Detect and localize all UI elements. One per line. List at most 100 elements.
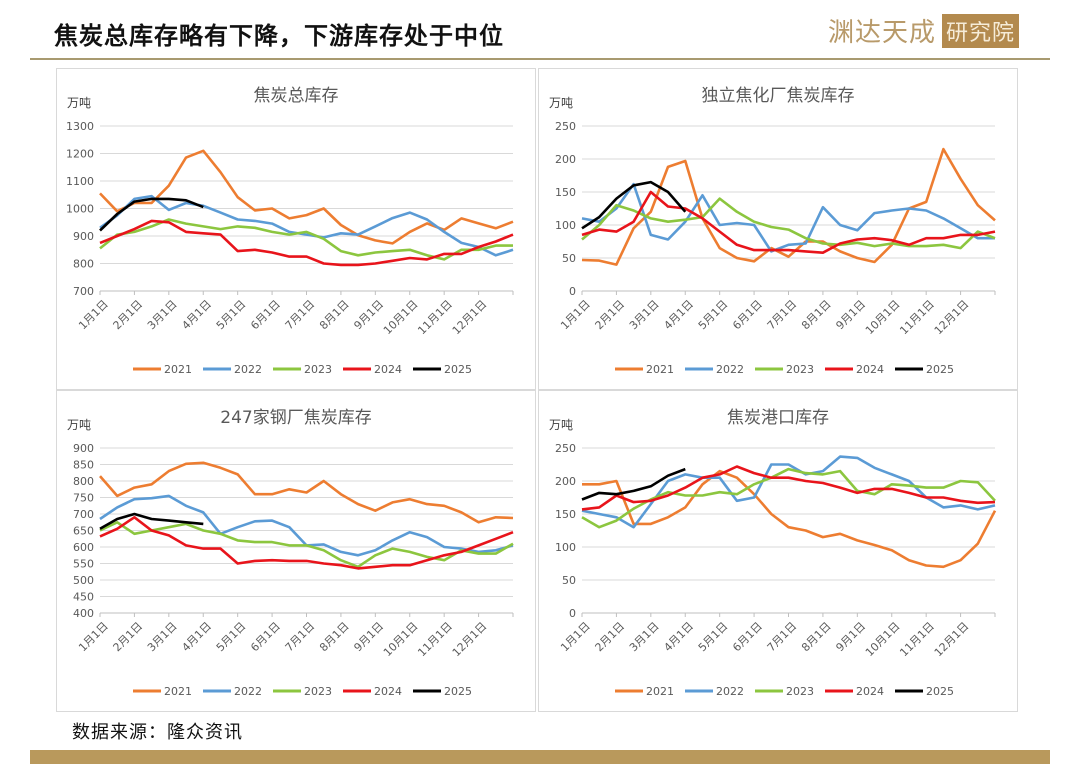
x-tick-label: 2月1日 (111, 620, 146, 655)
legend-label-2022: 2022 (234, 685, 262, 698)
x-tick-label: 5月1日 (214, 620, 249, 655)
x-tick-label: 8月1日 (317, 298, 352, 333)
y-tick-label: 750 (73, 492, 94, 505)
series-line-2023 (99, 521, 514, 569)
y-tick-label: 900 (73, 442, 94, 455)
legend-label-2021: 2021 (646, 685, 674, 698)
legend-label-2025: 2025 (926, 363, 954, 376)
x-tick-label: 7月1日 (765, 298, 800, 333)
y-tick-label: 1300 (66, 120, 94, 133)
x-tick-label: 10月1日 (863, 298, 903, 338)
series-line-2025 (99, 197, 204, 232)
chart-title: 247家钢厂焦炭库存 (220, 408, 371, 428)
y-tick-label: 700 (73, 285, 94, 298)
y-tick-label: 900 (73, 230, 94, 243)
logo: 渊达天成 研究院 (828, 12, 1020, 49)
series-line-2025 (99, 512, 204, 530)
legend-label-2024: 2024 (856, 685, 884, 698)
legend-label-2024: 2024 (374, 363, 402, 376)
x-tick-label: 12月1日 (450, 620, 490, 660)
x-tick-label: 4月1日 (179, 620, 214, 655)
x-tick-label: 2月1日 (593, 620, 628, 655)
legend-label-2024: 2024 (374, 685, 402, 698)
y-tick-label: 850 (73, 459, 94, 472)
x-tick-label: 8月1日 (799, 620, 834, 655)
x-tick-label: 6月1日 (248, 298, 283, 333)
y-axis-unit: 万吨 (67, 96, 91, 110)
series-line-2024 (99, 219, 514, 267)
legend-label-2023: 2023 (786, 363, 814, 376)
x-tick-label: 5月1日 (696, 298, 731, 333)
legend-label-2022: 2022 (716, 685, 744, 698)
series-line-2025 (581, 467, 686, 501)
legend-label-2022: 2022 (234, 363, 262, 376)
x-tick-label: 7月1日 (283, 620, 318, 655)
x-tick-label: 3月1日 (627, 620, 662, 655)
y-tick-label: 250 (555, 120, 576, 133)
x-tick-label: 4月1日 (661, 620, 696, 655)
x-tick-label: 12月1日 (932, 620, 972, 660)
x-tick-label: 3月1日 (145, 298, 180, 333)
series-line-2024 (581, 190, 996, 254)
y-tick-label: 100 (555, 219, 576, 232)
legend-label-2023: 2023 (304, 363, 332, 376)
series-line-2023 (581, 197, 996, 250)
chart-panel-coking-plant: 独立焦化厂焦炭库存 万吨 0 50 100 150 200 250 1月1日 2月1日 3月1日 4月… (538, 68, 1018, 390)
y-tick-label: 150 (555, 186, 576, 199)
x-tick-label: 4月1日 (661, 298, 696, 333)
x-tick-label: 4月1日 (179, 298, 214, 333)
x-tick-label: 8月1日 (799, 298, 834, 333)
y-tick-label: 250 (555, 442, 576, 455)
x-tick-label: 10月1日 (381, 298, 421, 338)
series-line-2022 (581, 182, 995, 253)
x-tick-label: 10月1日 (381, 620, 421, 660)
y-tick-label: 450 (73, 591, 94, 604)
x-tick-label: 1月1日 (558, 298, 593, 333)
legend-label-2021: 2021 (646, 363, 674, 376)
x-tick-label: 7月1日 (283, 298, 318, 333)
x-tick-label: 6月1日 (248, 620, 283, 655)
y-tick-label: 400 (73, 607, 94, 620)
y-axis-unit: 万吨 (67, 418, 91, 432)
logo-text: 渊达天成 (828, 18, 937, 48)
x-tick-label: 12月1日 (450, 298, 490, 338)
series-line-2021 (582, 469, 997, 569)
legend-label-2023: 2023 (786, 685, 814, 698)
x-tick-label: 5月1日 (214, 298, 249, 333)
x-tick-label: 1月1日 (76, 298, 111, 333)
legend-label-2025: 2025 (926, 685, 954, 698)
x-tick-label: 1月1日 (76, 620, 111, 655)
legend-label-2023: 2023 (304, 685, 332, 698)
y-tick-label: 1100 (66, 175, 94, 188)
legend-label-2024: 2024 (856, 363, 884, 376)
header-divider (30, 58, 1050, 60)
series-line-2025 (581, 180, 687, 230)
x-tick-label: 10月1日 (863, 620, 903, 660)
legend-label-2025: 2025 (444, 363, 472, 376)
x-tick-label: 12月1日 (932, 298, 972, 338)
series-line-2022 (99, 194, 514, 257)
y-tick-label: 200 (555, 153, 576, 166)
x-tick-label: 3月1日 (145, 620, 180, 655)
y-tick-label: 0 (569, 285, 576, 298)
x-tick-label: 5月1日 (696, 620, 731, 655)
x-tick-label: 6月1日 (730, 298, 765, 333)
x-tick-label: 3月1日 (627, 298, 662, 333)
chart-panel-total: 焦炭总库存 万吨 700 800 900 1000 1100 1200 1300 1月1日 2月1日… (56, 68, 536, 390)
y-tick-label: 800 (73, 475, 94, 488)
y-tick-label: 500 (73, 574, 94, 587)
data-source: 数据来源：隆众资讯 (72, 722, 243, 743)
x-tick-label: 11月1日 (415, 298, 455, 338)
series-line-2021 (581, 147, 996, 266)
x-tick-label: 6月1日 (730, 620, 765, 655)
logo-badge: 研究院 (942, 13, 1020, 48)
y-tick-label: 700 (73, 508, 94, 521)
y-tick-label: 550 (73, 558, 94, 571)
y-tick-label: 1000 (66, 203, 94, 216)
series-line-2021 (99, 149, 514, 245)
y-tick-label: 650 (73, 525, 94, 538)
y-tick-label: 150 (555, 508, 576, 521)
